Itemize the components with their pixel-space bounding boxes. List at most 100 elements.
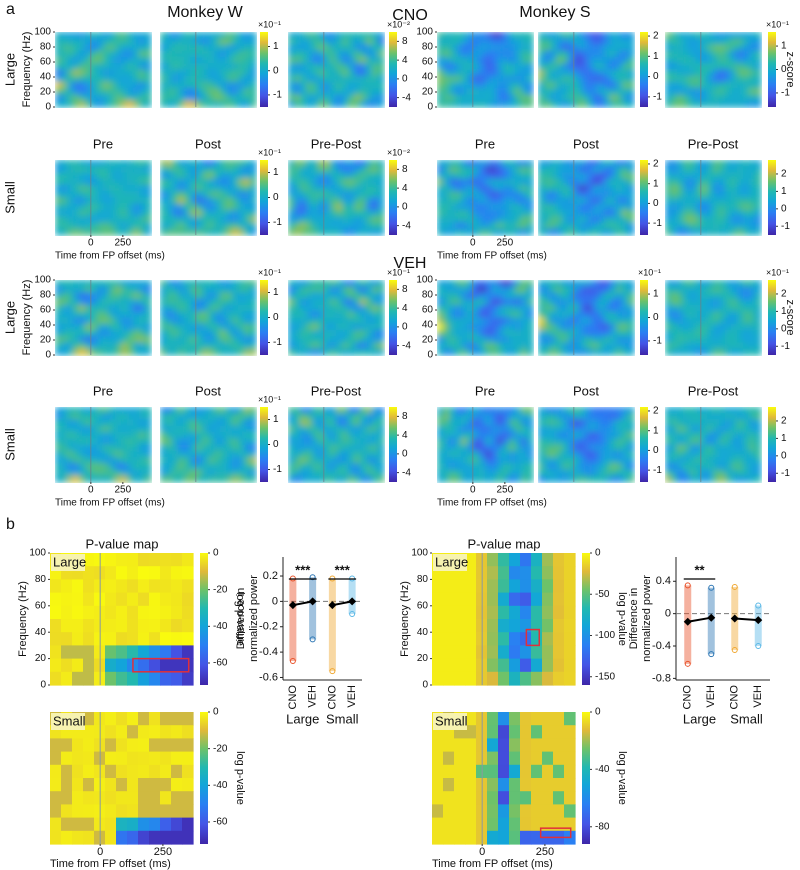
- heatmap-cell: [166, 32, 173, 39]
- heatmap-cell: [103, 280, 110, 287]
- heatmap-cell: [592, 38, 599, 46]
- heatmap-cell: [592, 419, 599, 427]
- heatmap-cell: [300, 44, 307, 52]
- heatmap-cell: [479, 348, 486, 356]
- heatmap-cell: [366, 38, 373, 46]
- heatmap-cell: [360, 100, 367, 108]
- heatmap-cell: [208, 469, 215, 477]
- heatmap-cell: [515, 228, 522, 236]
- heatmap-cell: [568, 305, 575, 312]
- heatmap-cell: [127, 94, 134, 102]
- heatmap-cell: [121, 69, 128, 77]
- heatmap-cell: [622, 166, 629, 174]
- heatmap-cell: [562, 203, 569, 211]
- heatmap-cell: [300, 32, 307, 39]
- heatmap-cell: [378, 475, 385, 483]
- heatmap-cell: [503, 463, 510, 471]
- heatmap-cell: [604, 172, 611, 180]
- colorbar-tick-label: 0: [273, 439, 279, 450]
- heatmap-cell: [449, 342, 456, 350]
- heatmap-cell: [85, 469, 92, 477]
- heatmap-cell: [190, 50, 197, 58]
- heatmap-cell: [628, 210, 635, 217]
- heatmap-cell: [725, 38, 732, 46]
- heatmap-cell: [220, 172, 227, 180]
- heatmap-cell: [127, 280, 134, 287]
- heatmap-cell: [372, 82, 379, 89]
- heatmap-cell: [701, 413, 708, 421]
- heatmap-cell: [348, 197, 355, 205]
- heatmap-cell: [190, 413, 197, 421]
- heatmap-cell: [354, 160, 361, 167]
- heatmap-cell: [172, 166, 179, 174]
- heatmap-cell: [50, 671, 62, 686]
- heatmap-cell: [138, 605, 150, 620]
- heatmap-cell: [348, 210, 355, 217]
- heatmap-cell: [719, 100, 726, 108]
- heatmap-cell: [115, 336, 122, 344]
- heatmap-cell: [61, 69, 68, 77]
- heatmap-cell: [509, 185, 516, 192]
- heatmap-cell: [166, 348, 173, 356]
- heatmap-cell: [115, 444, 122, 452]
- heatmap-cell: [527, 475, 534, 483]
- heatmap-cell: [610, 50, 617, 58]
- heatmap-cell: [556, 317, 563, 325]
- heatmap-cell: [491, 178, 498, 186]
- heatmap-cell: [713, 286, 720, 294]
- heatmap-cell: [509, 44, 516, 52]
- heatmap-cell: [568, 75, 575, 83]
- heatmap-cell: [306, 425, 313, 433]
- heatmap-cell: [306, 463, 313, 471]
- heatmap-cell: [61, 57, 68, 64]
- heatmap-cell: [354, 222, 361, 230]
- heatmap-cell: [178, 216, 185, 224]
- heatmap-cell: [61, 407, 68, 414]
- heatmap-cell: [190, 407, 197, 414]
- heatmap-cell: [671, 469, 678, 477]
- heatmap-cell: [455, 475, 462, 483]
- heatmap-cell: [568, 413, 575, 421]
- heatmap-cell: [121, 172, 128, 180]
- heatmap-cell: [91, 444, 98, 452]
- heatmap-cell: [683, 280, 690, 287]
- heatmap-cell: [443, 311, 450, 319]
- heatmap-cell: [725, 419, 732, 427]
- heatmap-cell: [592, 336, 599, 344]
- heatmap-cell: [497, 191, 504, 199]
- heatmap-cell: [544, 438, 551, 446]
- colorbar: [389, 160, 397, 235]
- heatmap-cell: [604, 75, 611, 83]
- heatmap-cell: [509, 203, 516, 211]
- heatmap-cell: [671, 75, 678, 83]
- heatmap-cell: [586, 50, 593, 58]
- heatmap-cell: [707, 69, 714, 77]
- heatmap-cell: [109, 185, 116, 192]
- heatmap-cell: [731, 280, 738, 287]
- heatmap-cell: [288, 57, 295, 64]
- heatmap-cell: [214, 57, 221, 64]
- heatmap-cell: [91, 44, 98, 52]
- heatmap-cell: [79, 330, 86, 337]
- heatmap-cell: [166, 185, 173, 192]
- heatmap-cell: [443, 292, 450, 300]
- heatmap-cell: [294, 50, 301, 58]
- heatmap-cell: [73, 305, 80, 312]
- heatmap-cell: [485, 330, 492, 337]
- heatmap-cell: [184, 457, 191, 464]
- colorbar-tick-label: 0: [781, 323, 787, 334]
- heatmap-cell: [55, 88, 62, 96]
- heatmap-cell: [527, 280, 534, 287]
- heatmap-cell: [366, 311, 373, 319]
- heatmap-cell: [184, 348, 191, 356]
- heatmap-cell: [83, 579, 95, 594]
- heatmap-cell: [55, 280, 62, 287]
- heatmap-cell: [166, 317, 173, 325]
- heatmap-cell: [574, 166, 581, 174]
- heatmap: [665, 407, 762, 483]
- heatmap-cell: [701, 44, 708, 52]
- heatmap-cell: [473, 469, 480, 477]
- heatmap-cell: [133, 457, 140, 464]
- heatmap-cell: [85, 178, 92, 186]
- heatmap-cell: [665, 57, 672, 64]
